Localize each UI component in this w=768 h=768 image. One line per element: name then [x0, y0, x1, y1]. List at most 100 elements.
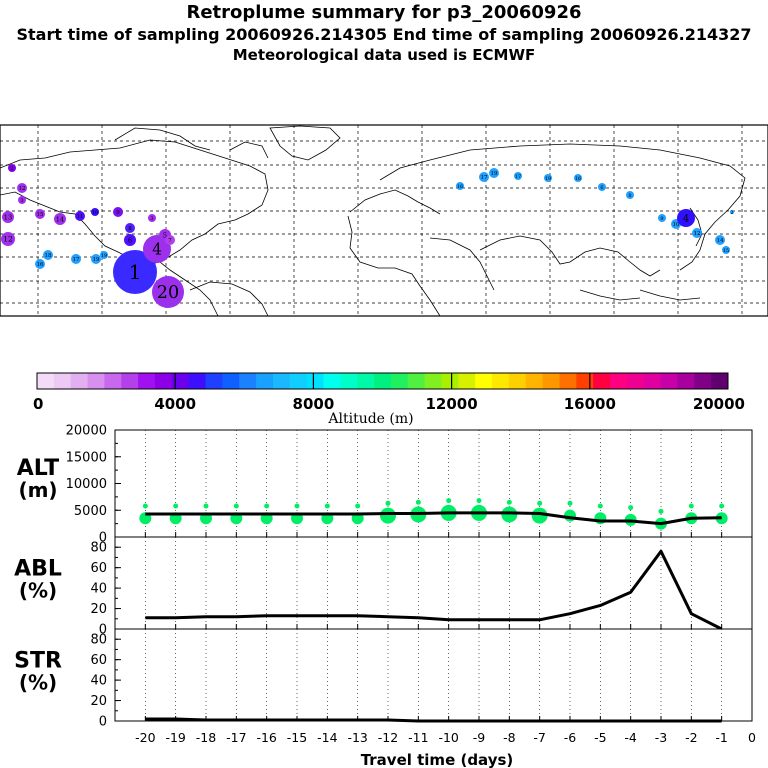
colorbar-swatch	[593, 373, 611, 389]
plume-circle	[626, 191, 634, 199]
sampling-times: Start time of sampling 20060926.214305 E…	[16, 25, 752, 44]
plume-marker: 14	[715, 235, 725, 245]
altitude-scatter-point	[476, 498, 482, 504]
colorbar-swatch	[154, 373, 173, 389]
y-axis-label-unit: (%)	[19, 671, 57, 695]
colorbar-swatch	[222, 373, 240, 389]
plume-day-label: 3	[20, 198, 23, 204]
plume-day-label: 12	[19, 186, 26, 192]
altitude-scatter-point	[594, 512, 607, 525]
colorbar-swatch	[626, 373, 645, 389]
altitude-colorbar: 0 4000 8000 12000 16000 20000	[33, 372, 745, 413]
plume-marker: 15	[722, 246, 730, 254]
x-axis-label: Travel time (days)	[361, 751, 514, 768]
plume-marker: 3	[148, 214, 156, 222]
x-tick-label: -11	[408, 730, 428, 745]
plume-circle	[91, 254, 101, 264]
plume-marker: 13	[2, 211, 14, 223]
colorbar-swatch	[37, 373, 55, 389]
plume-circle	[35, 259, 45, 269]
plume-day-label: 19	[101, 253, 107, 259]
colorbar-swatch	[475, 373, 493, 389]
colorbar-swatch	[138, 373, 156, 389]
plume-circle	[677, 209, 695, 227]
panel-frame	[114, 536, 753, 630]
plume-circle	[715, 235, 725, 245]
colorbar-swatch	[424, 373, 442, 389]
plume-marker: 12	[17, 183, 27, 193]
plume-day-label: 20	[157, 283, 179, 303]
colorbar-swatch	[458, 373, 476, 389]
chart-title: Retroplume summary for p3_20060926	[186, 2, 582, 23]
plume-marker: 3	[18, 196, 26, 204]
y-tick-label: 20	[90, 602, 107, 617]
colorbar-swatch	[87, 373, 105, 389]
plume-marker: 12	[692, 228, 702, 238]
colorbar-swatch	[188, 373, 207, 389]
plume-marker: 17	[514, 172, 522, 180]
colorbar-swatch	[289, 373, 308, 389]
plume-marker: 19	[91, 254, 101, 264]
plume-marker: 11	[75, 211, 85, 221]
altitude-scatter-point	[567, 500, 573, 506]
colorbar-swatch	[492, 373, 510, 389]
plume-day-label: 9	[116, 210, 120, 216]
plume-circle	[113, 250, 157, 294]
colorbar-frame	[36, 372, 729, 390]
plume-circle	[8, 164, 16, 172]
altitude-scatter-point	[264, 503, 270, 509]
x-tick-label: -12	[378, 730, 398, 745]
x-tick-label: -5	[594, 730, 606, 745]
plume-marker: 8	[626, 191, 634, 199]
plume-marker: 9	[658, 214, 666, 222]
plume-day-label: 18	[45, 253, 52, 259]
x-tick-label: -7	[533, 730, 545, 745]
plume-circle	[18, 196, 26, 204]
plume-marker: 1	[113, 250, 157, 294]
colorbar-swatch	[104, 373, 122, 389]
series-line	[145, 549, 723, 631]
altitude-scatter-point	[294, 503, 300, 509]
plume-day-label: 17	[481, 175, 488, 181]
plume-day-label: 4	[152, 240, 162, 258]
plume-marker: 17	[479, 172, 489, 182]
colorbar-tick-label: 4000	[154, 395, 196, 413]
altitude-scatter-point	[597, 503, 603, 509]
colorbar-swatch	[643, 373, 662, 389]
panel-str: 0 20 40 60 80 STR(%)	[14, 628, 753, 730]
x-tick-label: -13	[347, 730, 367, 745]
colorbar-swatch	[677, 373, 695, 389]
colorbar-swatch	[323, 373, 341, 389]
y-tick-label: 20000	[66, 424, 107, 439]
plume-marker: 4	[143, 235, 171, 263]
colorbar-swatch	[357, 373, 375, 389]
plume-circle	[658, 214, 666, 222]
panel-abl: 0 20 40 60 80 ABL(%)	[14, 536, 753, 638]
y-tick-label: 15000	[66, 450, 107, 465]
colorbar-swatch	[407, 373, 426, 389]
plume-circle	[730, 210, 734, 214]
plume-marker: 18	[43, 250, 53, 260]
plume-day-label: 16	[575, 176, 581, 182]
plume-circle	[456, 182, 464, 190]
plume-day-label: 5	[163, 231, 167, 239]
altitude-scatter-point	[446, 498, 452, 504]
colorbar-swatch	[525, 373, 544, 389]
y-axis-label-unit: (%)	[19, 579, 57, 603]
meteo-source: Meteorological data used is ECMWF	[232, 46, 536, 64]
colorbar-swatch	[171, 373, 190, 389]
plume-day-label: 14	[56, 215, 64, 223]
plume-marker: 10	[91, 208, 99, 216]
x-tick-label: -1	[715, 730, 727, 745]
colorbar-swatch	[559, 373, 577, 389]
map-frame	[0, 124, 768, 317]
y-tick-label: 10000	[66, 477, 107, 492]
colorbar-swatch	[374, 373, 392, 389]
plume-day-label: 12	[694, 231, 701, 237]
colorbar-swatch	[694, 373, 712, 389]
x-tick-label: -18	[196, 730, 216, 745]
x-tick-label: -4	[624, 730, 637, 745]
plume-day-label: 15	[37, 212, 44, 218]
